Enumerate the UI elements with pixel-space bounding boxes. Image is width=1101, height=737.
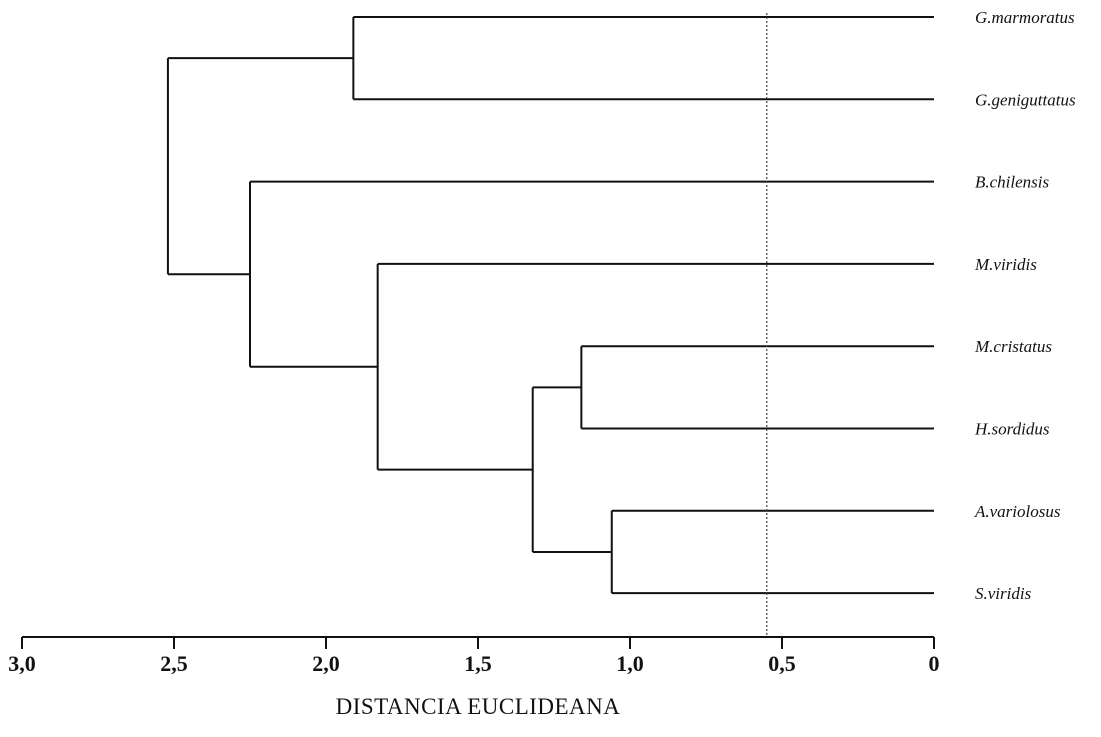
leaf-label: M.cristatus	[974, 337, 1052, 356]
leaf-label: S.viridis	[975, 584, 1032, 603]
x-tick-label: 2,0	[312, 651, 340, 676]
leaf-label: B.chilensis	[975, 173, 1050, 192]
x-tick-label: 2,5	[160, 651, 188, 676]
x-axis: 3,0 2,5 2,0 1,5 1,0 0,5 0	[8, 636, 940, 676]
x-tick-label: 3,0	[8, 651, 36, 676]
leaf-label: G.marmoratus	[975, 8, 1075, 27]
leaf-label: M.viridis	[974, 255, 1037, 274]
x-tick-label: 0,5	[768, 651, 796, 676]
x-axis-title: DISTANCIA EUCLIDEANA	[336, 694, 621, 719]
dendrogram-branches	[166, 16, 934, 595]
leaf-label: A.variolosus	[974, 502, 1061, 521]
x-tick-label: 1,0	[616, 651, 644, 676]
leaf-label: G.geniguttatus	[975, 90, 1076, 109]
leaf-label: H.sordidus	[974, 420, 1050, 439]
leaf-labels: G.marmoratus G.geniguttatus B.chilensis M.v…	[974, 8, 1076, 603]
x-tick-label: 0	[929, 651, 940, 676]
x-tick-label: 1,5	[464, 651, 492, 676]
